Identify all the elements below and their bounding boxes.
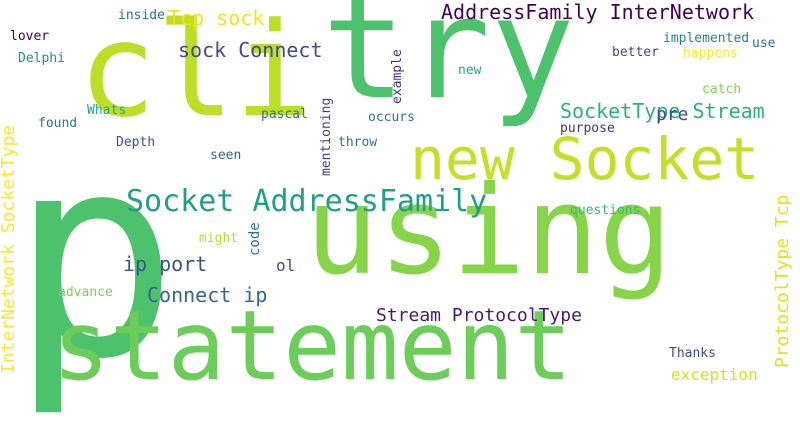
word-cloud-word: occurs	[368, 110, 415, 125]
word-cloud-word: seen	[210, 148, 242, 163]
word-cloud-word: lover	[10, 29, 50, 44]
word-cloud-word: SocketType Stream	[560, 99, 765, 123]
word-cloud-word: implemented	[663, 31, 750, 46]
word-cloud-word: Thanks	[669, 346, 716, 361]
word-cloud-word: AddressFamily InterNetwork	[441, 0, 755, 24]
word-cloud-word: might	[199, 231, 239, 246]
word-cloud-word: ip port	[123, 252, 208, 276]
word-cloud-word: happens	[683, 46, 738, 61]
word-cloud-word: new Socket	[410, 125, 760, 193]
word-cloud-word: ProtocolType Tcp	[772, 194, 793, 368]
word-cloud-word: pre	[656, 104, 689, 125]
word-cloud-word: Tcp sock	[168, 6, 265, 30]
word-cloud-word: Connect ip	[147, 283, 268, 307]
word-cloud-word: Whats	[87, 103, 127, 118]
word-cloud-word: Delphi	[18, 51, 65, 66]
word-cloud-word: sock Connect	[178, 38, 323, 62]
word-cloud-word: Socket AddressFamily	[126, 184, 488, 219]
word-cloud-word: questions	[570, 203, 641, 218]
word-cloud-word: p	[10, 95, 179, 421]
word-cloud-word: mentioning	[319, 97, 334, 176]
word-cloud-word: advance	[58, 285, 113, 300]
word-cloud-word: catch	[702, 82, 742, 97]
word-cloud-word: try	[322, 0, 575, 131]
word-cloud-word: ol	[276, 256, 296, 275]
word-cloud-word: purpose	[560, 121, 615, 136]
word-cloud-word: found	[38, 116, 78, 131]
word-cloud-word: use	[752, 36, 776, 51]
word-cloud-word: InterNetwork SocketType	[0, 124, 19, 374]
word-cloud-word: cli	[78, 0, 313, 146]
word-cloud-word: statement	[52, 290, 573, 402]
word-cloud-word: new	[458, 63, 482, 78]
word-cloud-word: inside	[118, 8, 165, 23]
word-cloud-word: example	[390, 49, 405, 104]
word-cloud-word: pascal	[261, 107, 308, 122]
word-cloud-word: throw	[338, 135, 378, 150]
word-cloud-word: code	[247, 222, 263, 256]
word-cloud-word: using	[305, 160, 673, 302]
word-cloud-word: exception	[671, 365, 758, 384]
word-cloud-word: Stream ProtocolType	[376, 305, 582, 326]
word-cloud-word: Depth	[116, 135, 156, 150]
word-cloud-word: better	[612, 45, 659, 60]
